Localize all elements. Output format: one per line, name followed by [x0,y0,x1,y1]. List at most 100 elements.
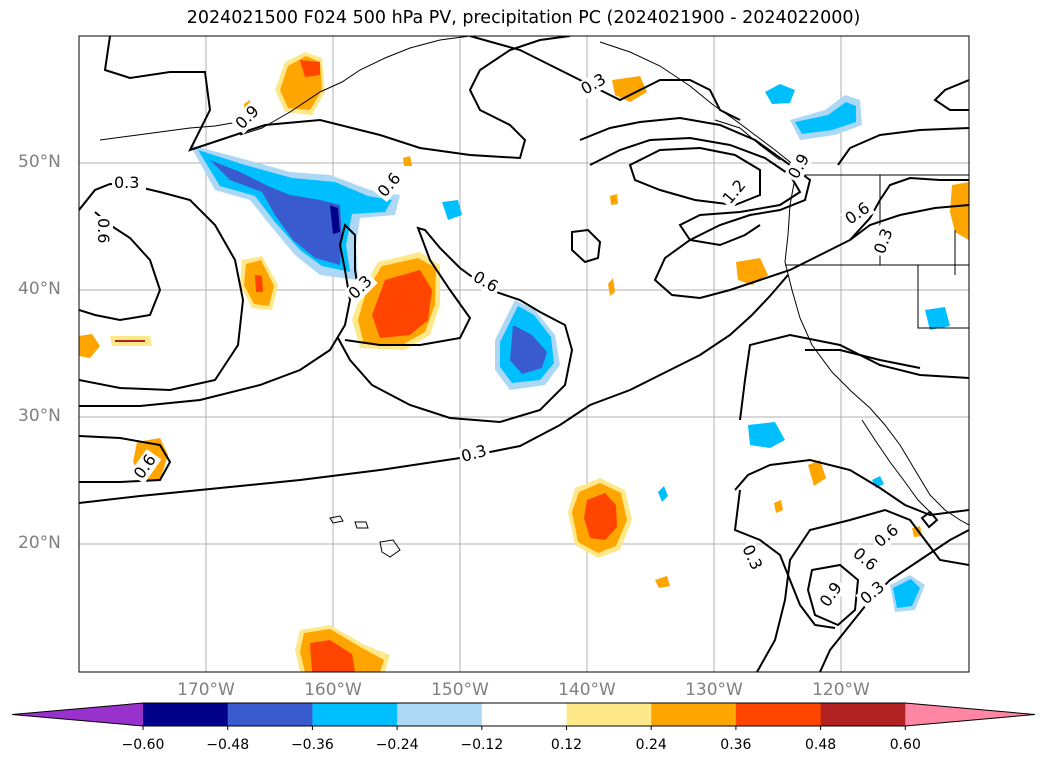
contour-east-lower [849,204,969,241]
positive-blob-edge-west [79,334,100,358]
colorbar-segment [481,703,567,726]
negative-blob-gulf-alaska-max [330,205,340,234]
contour-0.6-gulf [579,116,969,300]
colorbar-segment [397,703,483,726]
negative-blob-central-strong [510,325,547,374]
hawaii-1 [329,515,344,524]
hawaii-2 [354,521,369,529]
positive-blob-bc-coast [612,76,647,102]
lon-label-140w: 140°W [558,680,616,700]
colorbar-segment [735,703,822,726]
negative-blob-mid [442,200,462,220]
colorbar-tick-label: −0.48 [206,737,250,753]
colorbar-segment [312,703,398,726]
colorbar-extension-high [905,703,1035,726]
colorbar-tick-label: 0.24 [635,737,667,753]
positive-blob-south-west-red [310,640,355,672]
contour-0.3-south [79,274,789,504]
negative-blob-gulf-alaska-strong [210,160,342,265]
positive-blob-small-c [608,278,615,296]
contour-mexico-d [733,489,836,629]
lat-label-30n: 30°N [18,406,61,426]
bc-islands [714,119,781,161]
positive-blob-small-d [655,576,670,588]
colorbar-tick-label: −0.12 [460,737,504,753]
chart-title: 2024021500 F024 500 hPa PV, precipitatio… [186,8,861,28]
contour-label-2: 0.6 [94,216,113,248]
positive-blob-south-center-red [584,493,617,540]
contour-tiny-box [920,510,939,529]
negative-blob-nevada [925,307,950,330]
colorbar [11,702,1036,730]
lat-label-20n: 20°N [18,533,61,553]
negative-blob-ne-coast-core [795,102,856,134]
contour-0.6-west-loop [79,211,162,322]
colorbar-segment [820,703,906,726]
aleutians [99,121,239,141]
wa-or-ca-coast [784,177,969,526]
contour-sw-1 [739,333,969,421]
positive-blob-bar-core [115,340,145,342]
contour-0.3-nw [79,435,172,483]
negative-anomaly-areas [190,84,950,612]
negative-blob-socal [748,422,785,448]
positive-blob-small-e [774,500,783,513]
baja-coast [861,419,931,513]
contour-mexico-loop [806,563,860,627]
contour-label-1: 0.3 [112,173,146,192]
gridlines [79,36,969,672]
colorbar-tick-label: 0.60 [889,737,921,753]
negative-blob-small1 [658,486,668,502]
positive-blob-small-b [610,194,618,205]
lon-label-170w: 170°W [177,680,235,700]
colorbar-tick-label: 0.48 [805,737,837,753]
positive-blob-baja [808,460,826,486]
alaska-coast [239,36,471,136]
positive-blob-east-edge [950,182,969,240]
colorbar-segment [651,703,737,726]
hawaii-3 [379,539,401,558]
lon-label-160w: 160°W [304,680,362,700]
colorbar-segment [566,703,652,726]
positive-blob-ca [736,258,768,285]
contour-0.3-north [79,223,361,407]
svg-text:0.6: 0.6 [94,218,113,243]
lon-label-150w: 150°W [431,680,489,700]
colorbar-segment [227,703,313,726]
states-border-4 [917,265,969,329]
positive-anomaly-areas [79,52,969,672]
lon-label-120w: 120°W [812,680,870,700]
contour-0.9-loop [589,136,802,247]
colorbar-tick-label: −0.24 [375,737,419,753]
positive-blob-west-red [255,275,263,292]
contour-0.6-center [337,226,574,424]
contour-mexico-a [756,508,969,672]
contour-small-loop [571,228,602,264]
positive-blob-small-a [403,156,412,166]
contour-sw-2 [805,349,921,369]
lon-label-130w: 130°W [685,680,743,700]
lat-label-40n: 40°N [18,279,61,299]
negative-blob-bc [765,84,795,104]
negative-blob-mexico-core [893,579,920,608]
lat-label-50n: 50°N [18,152,61,172]
colorbar-tick-label: 0.12 [550,737,583,753]
positive-blob-aleutian-red [300,60,320,77]
positive-blob-center-red [372,270,432,338]
colorbar-segment [143,703,229,726]
contour-0.3-gulf [469,36,741,121]
contour-mexico-c [734,458,969,517]
colorbar-tick-label: 0.36 [720,737,752,753]
colorbar-extension-low [12,703,143,726]
contour-upper-north [103,36,571,160]
contour-east-upper [933,79,969,111]
colorbar-tick-label: −0.60 [121,737,165,753]
pv-contours [79,36,969,672]
coastlines [99,36,969,558]
contour-east-mid [837,127,969,166]
contour-1.2-loop [628,146,761,207]
svg-text:0.3: 0.3 [114,173,139,192]
map-frame [78,35,970,673]
colorbar-tick-label: −0.36 [290,737,334,753]
